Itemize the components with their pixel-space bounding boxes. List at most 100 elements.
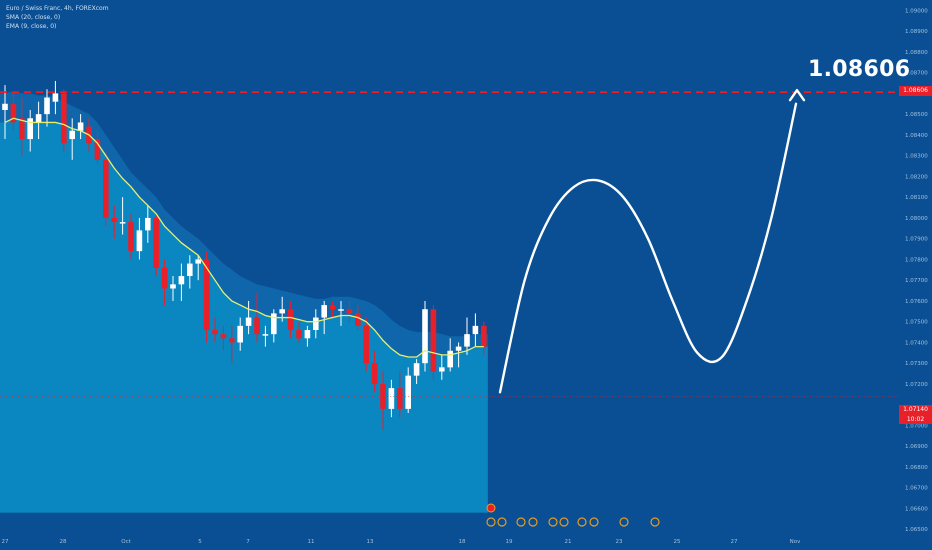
x-tick-label: 18 bbox=[459, 539, 466, 545]
candle-body bbox=[10, 103, 17, 123]
candle-body bbox=[455, 346, 462, 351]
candle-countdown-tag: 10:02 bbox=[899, 415, 932, 424]
x-tick-label: 25 bbox=[674, 539, 681, 545]
candle-body bbox=[338, 309, 344, 311]
x-tick-label: 5 bbox=[198, 539, 202, 545]
candle-body bbox=[380, 383, 386, 409]
legend-indicator-2[interactable]: EMA (9, close, 0) bbox=[6, 23, 57, 30]
candle-body bbox=[237, 325, 243, 343]
candle-body bbox=[346, 309, 353, 314]
candle-body bbox=[195, 259, 201, 264]
x-tick-label: 7 bbox=[246, 539, 250, 545]
y-tick-label: 1.07200 bbox=[905, 382, 928, 388]
event-marker-icon[interactable] bbox=[619, 517, 629, 527]
candle-body bbox=[405, 375, 411, 409]
candle-body bbox=[363, 325, 369, 364]
event-marker-icon[interactable] bbox=[650, 517, 660, 527]
y-tick-label: 1.08800 bbox=[905, 50, 928, 56]
candle-body bbox=[128, 222, 134, 252]
candle-body bbox=[61, 93, 67, 144]
candle-body bbox=[313, 317, 319, 330]
candle-body bbox=[371, 363, 378, 384]
candle-body bbox=[296, 330, 302, 339]
candle-body bbox=[94, 139, 101, 160]
y-tick-label: 1.08700 bbox=[905, 71, 928, 77]
y-tick-label: 1.06700 bbox=[905, 486, 928, 492]
candle-body bbox=[355, 313, 361, 326]
candle-body bbox=[439, 367, 445, 372]
y-tick-label: 1.06500 bbox=[905, 527, 928, 533]
event-marker-icon[interactable] bbox=[486, 503, 496, 513]
x-tick-label: 21 bbox=[565, 539, 572, 545]
candle-body bbox=[279, 309, 285, 314]
current-price-tag: 1.07140 bbox=[899, 405, 932, 415]
y-tick-label: 1.07600 bbox=[905, 299, 928, 305]
candle-body bbox=[422, 309, 428, 364]
x-tick-label: Nov bbox=[790, 539, 801, 545]
x-tick-label: Oct bbox=[121, 539, 131, 545]
lower-band-area bbox=[0, 118, 488, 513]
event-marker-icon[interactable] bbox=[497, 517, 507, 527]
x-tick-label: 27 bbox=[731, 539, 738, 545]
event-marker-icon[interactable] bbox=[559, 517, 569, 527]
candle-body bbox=[430, 309, 437, 372]
candle-body bbox=[77, 122, 84, 131]
y-tick-label: 1.09000 bbox=[905, 8, 928, 14]
candle-body bbox=[35, 114, 42, 123]
y-tick-label: 1.07400 bbox=[905, 340, 928, 346]
y-tick-label: 1.07900 bbox=[905, 237, 928, 243]
event-marker-icon[interactable] bbox=[589, 517, 599, 527]
candle-body bbox=[136, 230, 143, 252]
projection-curve[interactable] bbox=[498, 102, 798, 394]
event-marker-icon[interactable] bbox=[548, 517, 558, 527]
candle-body bbox=[304, 330, 311, 339]
candle-body bbox=[170, 284, 176, 289]
event-marker-icon[interactable] bbox=[577, 517, 587, 527]
candle-body bbox=[481, 325, 487, 347]
candle-body bbox=[287, 309, 294, 330]
candle-body bbox=[203, 259, 210, 330]
candle-body bbox=[220, 334, 227, 339]
candle-body bbox=[254, 317, 260, 335]
y-tick-label: 1.08000 bbox=[905, 216, 928, 222]
candle-body bbox=[161, 267, 168, 289]
candle-body bbox=[153, 217, 159, 268]
legend-symbol[interactable]: Euro / Swiss Franc, 4h, FOREXcom bbox=[6, 5, 109, 12]
candle-body bbox=[464, 334, 470, 347]
x-tick-label: 23 bbox=[616, 539, 623, 545]
y-tick-label: 1.07800 bbox=[905, 257, 928, 263]
candle-body bbox=[262, 334, 269, 336]
candle-body bbox=[329, 305, 336, 310]
ema-line bbox=[4, 117, 484, 358]
y-tick-label: 1.07000 bbox=[905, 423, 928, 429]
candle-body bbox=[19, 118, 25, 140]
candle-body bbox=[145, 217, 151, 231]
event-marker-icon[interactable] bbox=[528, 517, 538, 527]
legend-indicator-1[interactable]: SMA (20, close, 0) bbox=[6, 14, 61, 21]
y-tick-label: 1.06800 bbox=[905, 465, 928, 471]
y-tick-label: 1.08400 bbox=[905, 133, 928, 139]
candle-body bbox=[103, 159, 109, 218]
event-marker-icon[interactable] bbox=[516, 517, 526, 527]
candle-body bbox=[119, 222, 126, 224]
y-tick-label: 1.08500 bbox=[905, 112, 928, 118]
target-price-annotation: 1.08606 bbox=[808, 57, 911, 82]
candle-body bbox=[321, 305, 327, 318]
projection-arrowhead bbox=[788, 88, 806, 102]
candle-body bbox=[111, 217, 117, 223]
x-tick-label: 27 bbox=[2, 539, 9, 545]
y-tick-label: 1.07300 bbox=[905, 361, 928, 367]
y-tick-label: 1.07700 bbox=[905, 278, 928, 284]
candle-body bbox=[44, 97, 50, 115]
candle-body bbox=[69, 130, 75, 140]
candle-body bbox=[229, 338, 235, 343]
candle-body bbox=[2, 103, 8, 110]
event-marker-icon[interactable] bbox=[486, 517, 496, 527]
candle-body bbox=[472, 325, 479, 335]
y-tick-label: 1.08300 bbox=[905, 154, 928, 160]
candle-body bbox=[52, 93, 59, 102]
x-tick-label: 28 bbox=[60, 539, 67, 545]
y-tick-label: 1.08100 bbox=[905, 195, 928, 201]
